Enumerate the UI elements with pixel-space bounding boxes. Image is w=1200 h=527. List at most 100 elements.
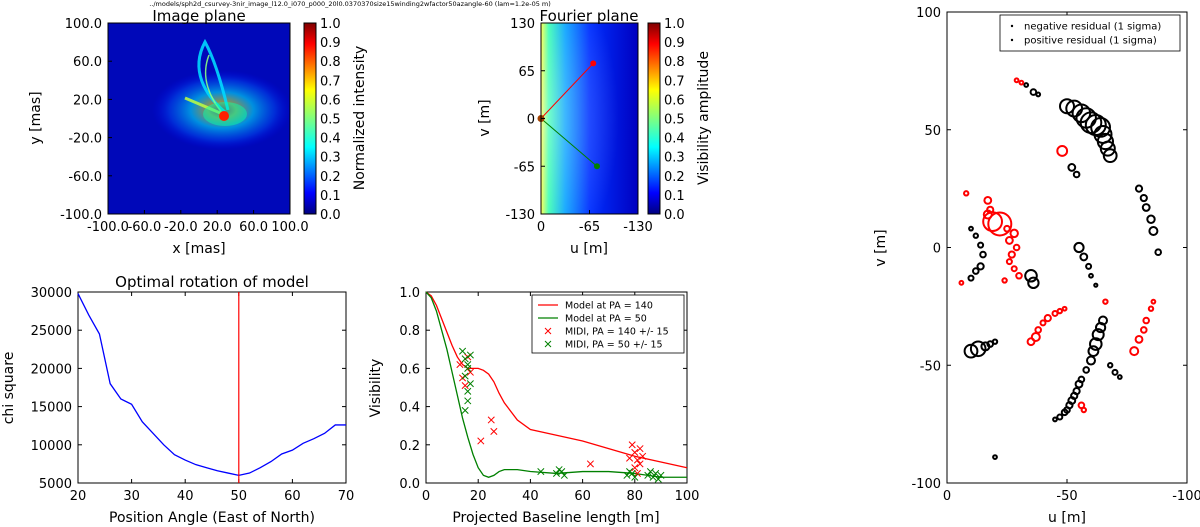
residual-circle: [1024, 268, 1038, 283]
midi-point: [636, 445, 644, 453]
residual-circle: [1007, 250, 1016, 259]
legend-label: Model at PA = 50: [565, 314, 647, 325]
x-tick-label: 30: [123, 489, 140, 504]
midi-point: [464, 361, 472, 369]
uv-residuals-xlabel: u [m]: [1048, 510, 1086, 526]
residual-circle: [1150, 298, 1157, 305]
x-tick-label: 40: [177, 489, 194, 504]
x-tick-label: 60: [284, 489, 301, 504]
fourier-plane-y-ticks: 130 65 0 -65 -130: [505, 17, 545, 223]
x-tick-label: -130: [623, 220, 653, 235]
colorbar-tick-label: 0.6: [664, 93, 685, 108]
residual-circle: [1116, 374, 1123, 380]
midi-point: [631, 473, 639, 481]
legend-label: MIDI, PA = 140 +/- 15: [565, 327, 669, 338]
colorbar-tick-label: 0.9: [664, 36, 685, 51]
residual-circle: [1010, 265, 1018, 273]
fourier-plane-colorbar: [647, 22, 661, 215]
residual-circle: [1067, 163, 1077, 172]
x-tick-label: 0: [537, 220, 545, 235]
y-tick-label: 1.0: [399, 286, 420, 301]
optimal-rotation-title: Optimal rotation of model: [115, 273, 309, 291]
optimal-rotation-plot: 20 30 40 50 60 70 5000 10000 15000 20000 25000 3000…: [31, 286, 355, 504]
uv-residuals-plot: 0 -50 -100 100 50 0 -50 -100: [911, 6, 1200, 504]
residual-circle: [963, 343, 979, 359]
residual-circle: [1018, 79, 1025, 86]
residual-circle: [1005, 258, 1013, 266]
residual-circle: [1082, 366, 1090, 374]
midi-point: [631, 464, 639, 472]
x-tick-label: 80: [627, 489, 644, 504]
residual-circle: [1072, 170, 1081, 179]
legend-marker-swatch: [544, 327, 552, 335]
fourier-plane-xlabel: u [m]: [570, 241, 608, 257]
residual-circle: [967, 274, 975, 282]
colorbar-tick-label: 0.0: [664, 208, 685, 223]
residual-circle: [1148, 226, 1159, 237]
residual-circle: [1013, 77, 1020, 84]
legend-label: MIDI, PA = 50 +/- 15: [565, 340, 663, 351]
optimal-rotation-frame: [77, 291, 347, 484]
baseline-end-marker: [593, 163, 600, 170]
y-tick-label: 0: [933, 242, 941, 257]
residual-circle: [1079, 252, 1089, 262]
midi-point: [646, 467, 655, 476]
x-tick-label: 60: [574, 489, 591, 504]
colorbar-tick-label: 0.5: [320, 113, 341, 128]
midi-point: [461, 355, 469, 363]
residual-circle: [1139, 193, 1148, 203]
midi-point: [633, 469, 641, 478]
midi-point: [644, 471, 652, 479]
midi-point: [626, 454, 634, 462]
residual-circle: [1129, 346, 1140, 357]
image-plane-ylabel: y [mas]: [28, 91, 44, 144]
y-tick-label: 65: [518, 65, 535, 80]
midi-point: [466, 368, 474, 376]
model-curve: [425, 291, 688, 469]
legend-label: positive residual (1 sigma): [1024, 36, 1157, 47]
chi-square-line: [77, 293, 346, 477]
x-tick-label: 20.0: [203, 220, 232, 235]
residual-circle: [983, 196, 993, 205]
y-tick-label: 60.0: [73, 55, 102, 70]
y-tick-label: 0: [527, 113, 535, 128]
midi-point: [466, 380, 474, 388]
residual-circle: [1030, 331, 1041, 342]
residual-circle: [1088, 272, 1094, 279]
midi-point: [628, 441, 636, 449]
baseline-end-marker: [590, 60, 597, 67]
x-tick-label: 70: [338, 489, 355, 504]
residual-circle: [1141, 203, 1151, 212]
residual-circle: [1134, 184, 1144, 193]
residual-circle: [1095, 321, 1107, 334]
colorbar-tick-label: 0.0: [320, 208, 341, 223]
residual-circle: [1001, 277, 1008, 284]
image-plane-colorbar: [303, 22, 317, 215]
midi-point: [649, 473, 657, 481]
model-curve: [425, 291, 687, 478]
image-plane-xlabel: x [mas]: [172, 241, 225, 257]
colorbar-tick-label: 0.3: [664, 151, 685, 166]
x-tick-label: -65: [579, 220, 600, 235]
uv-residuals-ylabel: v [m]: [873, 229, 889, 266]
y-tick-label: -20.0: [68, 132, 102, 147]
residual-circle: [972, 267, 980, 275]
residual-circle: [963, 190, 970, 197]
fourier-plane-title: Fourier plane: [540, 7, 639, 25]
x-tick-label: 0: [943, 489, 951, 504]
residual-circle: [1142, 316, 1150, 325]
midi-point: [560, 471, 568, 479]
legend-marker-swatch: [1010, 38, 1014, 42]
x-tick-label: 50: [231, 489, 248, 504]
midi-point: [631, 448, 639, 456]
colorbar-tick-label: 0.8: [320, 55, 341, 70]
midi-point: [628, 469, 636, 478]
residual-circle: [1029, 88, 1038, 96]
visibility-legend: Model at PA = 140 Model at PA = 50 MIDI, P…: [531, 294, 685, 354]
y-tick-label: 0.0: [399, 477, 420, 492]
residual-circle: [1140, 326, 1148, 334]
x-tick-label: -60.0: [128, 220, 162, 235]
y-tick-label: 20.0: [73, 93, 102, 108]
midi-point: [464, 387, 472, 395]
residual-circle: [1039, 319, 1047, 327]
